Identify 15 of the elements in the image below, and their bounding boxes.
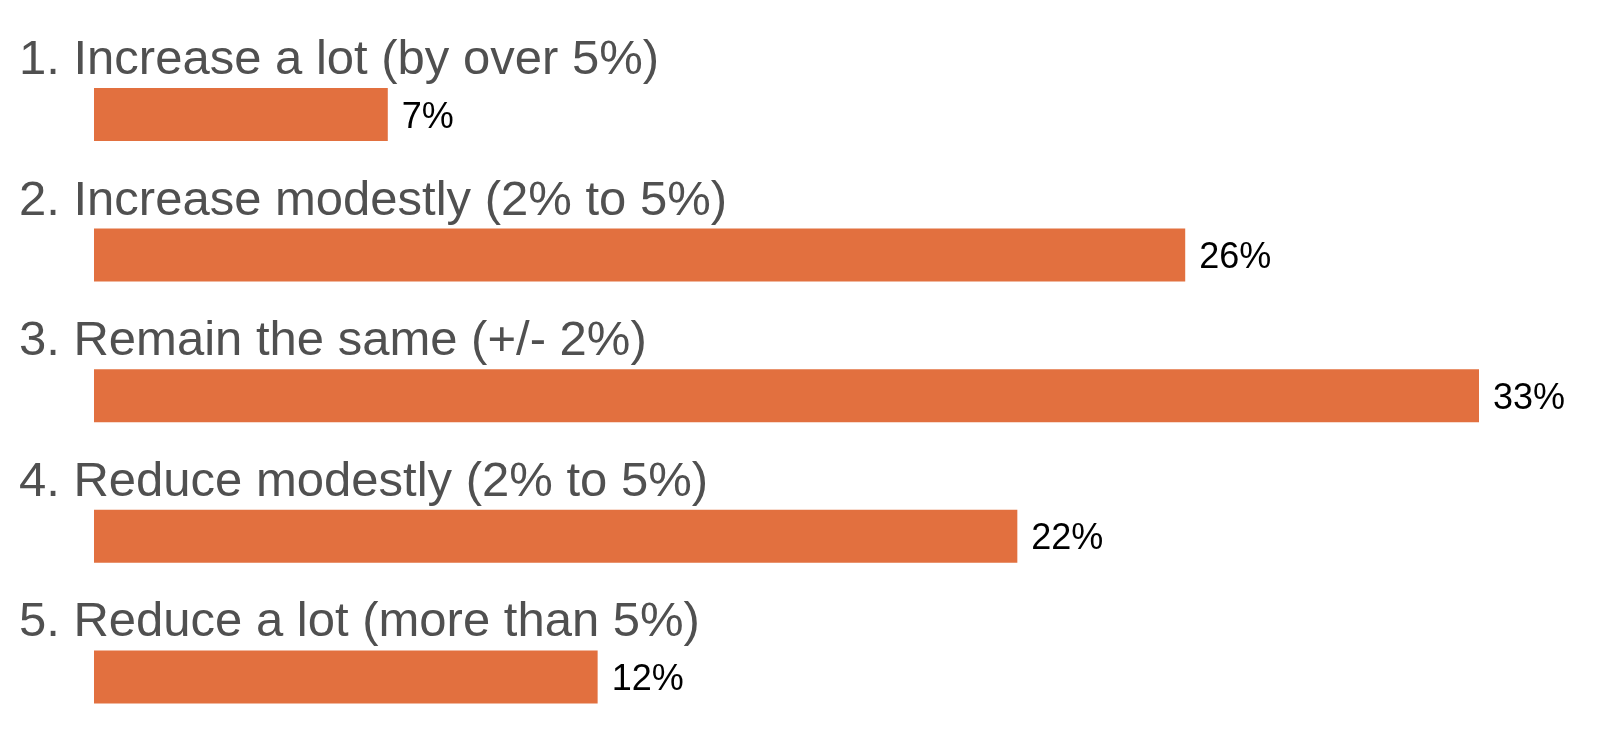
data-label: 26% xyxy=(1199,235,1272,277)
y-tick-label: 1. Increase a lot (by over 5%) xyxy=(19,30,660,84)
bar xyxy=(94,369,1479,423)
data-label: 22% xyxy=(1031,516,1104,558)
y-tick-label: 5. Reduce a lot (more than 5%) xyxy=(19,592,700,647)
bar xyxy=(94,228,1186,282)
y-tick-label: 4. Reduce modestly (2% to 5%) xyxy=(19,451,709,506)
y-tick-label: 3. Remain the same (+/- 2%) xyxy=(19,311,647,366)
data-label: 33% xyxy=(1493,375,1566,417)
bar xyxy=(94,509,1018,563)
y-tick-label: 2. Increase modestly (2% to 5%) xyxy=(19,170,728,225)
bar xyxy=(94,650,598,704)
data-label: 12% xyxy=(611,656,684,698)
data-label: 7% xyxy=(401,94,454,136)
bar xyxy=(94,88,388,141)
